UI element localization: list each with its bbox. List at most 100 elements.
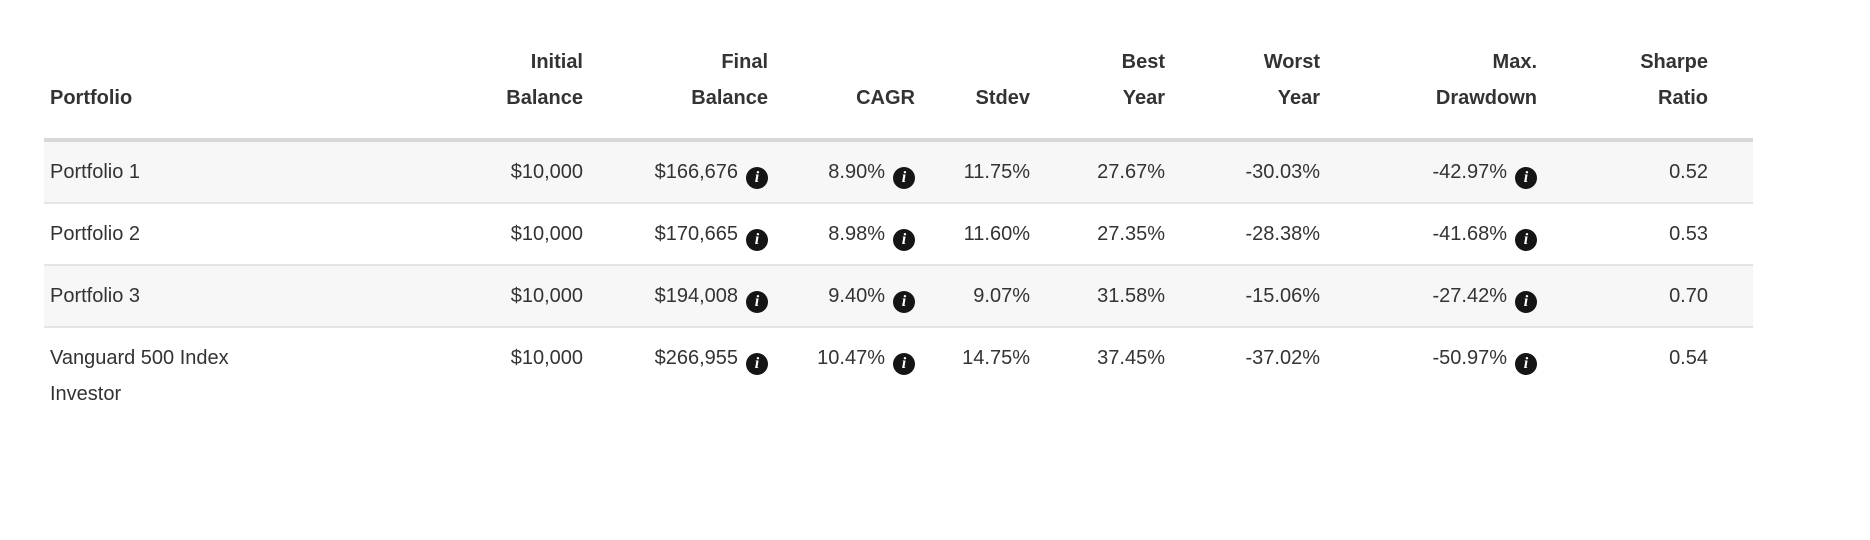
cell-portfolio: Portfolio 2: [44, 203, 304, 266]
cell-value: -27.42%: [1432, 285, 1508, 307]
info-circle-icon[interactable]: i: [746, 229, 768, 251]
cell-best_year: 27.67%: [1046, 140, 1181, 204]
cell-value: 8.90%: [828, 161, 885, 183]
cell-cagr: 8.98% i: [784, 203, 931, 266]
cell-cagr: 10.47% i: [784, 327, 931, 424]
column-header-label: Drawdown: [1435, 87, 1537, 109]
cell-stdev: 11.75%: [931, 140, 1046, 204]
column-header-label: Balance: [506, 87, 583, 109]
column-header-stdev: Stdev: [931, 38, 1046, 142]
info-circle-icon[interactable]: i: [1515, 353, 1537, 375]
info-circle-icon[interactable]: i: [1515, 291, 1537, 313]
cell-sharpe_ratio: 0.54: [1553, 327, 1753, 424]
cell-initial_balance: $10,000: [304, 327, 599, 424]
cell-value: 37.45%: [1097, 347, 1165, 369]
cell-sharpe_ratio: 0.52: [1553, 140, 1753, 204]
cell-value: 31.58%: [1097, 285, 1165, 307]
header-row: Portfolio Initial Balance Final Balance CAGR S…: [44, 38, 1753, 142]
table-row: Portfolio 3 $10,000 $194,008 i 9.40% i 9.07% 31…: [44, 265, 1753, 328]
cell-value: $10,000: [510, 285, 583, 307]
cell-value: -41.68%: [1432, 223, 1508, 245]
cell-stdev: 14.75%: [931, 327, 1046, 424]
cell-value: -37.02%: [1245, 347, 1321, 369]
cell-initial_balance: $10,000: [304, 265, 599, 328]
column-header-final_balance: Final Balance: [599, 38, 784, 142]
cell-max_drawdown: -50.97% i: [1336, 327, 1553, 424]
cell-sharpe_ratio: 0.53: [1553, 203, 1753, 266]
column-header-label: Final: [721, 51, 768, 73]
cell-final_balance: $170,665 i: [599, 203, 784, 266]
column-header-label: Ratio: [1658, 87, 1708, 109]
column-header-label: Sharpe: [1640, 51, 1708, 73]
cell-value: 8.98%: [828, 223, 885, 245]
cell-max_drawdown: -41.68% i: [1336, 203, 1553, 266]
cell-value: 10.47%: [817, 347, 885, 369]
cell-value: -50.97%: [1432, 347, 1508, 369]
cell-best_year: 37.45%: [1046, 327, 1181, 424]
info-circle-icon[interactable]: i: [893, 229, 915, 251]
column-header-label: Max.: [1492, 51, 1537, 73]
cell-value: $170,665: [654, 223, 738, 245]
cell-value: 27.35%: [1097, 223, 1165, 245]
cell-value: $266,955: [654, 347, 738, 369]
cell-value: 0.54: [1669, 347, 1708, 369]
cell-value: $194,008: [654, 285, 738, 307]
cell-stdev: 11.60%: [931, 203, 1046, 266]
portfolio-name: Portfolio 2: [50, 223, 141, 245]
cell-value: 27.67%: [1097, 161, 1165, 183]
cell-worst_year: -37.02%: [1181, 327, 1336, 424]
table-row: Portfolio 1 $10,000 $166,676 i 8.90% i 11.75% 2…: [44, 140, 1753, 204]
cell-cagr: 8.90% i: [784, 140, 931, 204]
column-header-label: Initial: [530, 51, 583, 73]
cell-worst_year: -28.38%: [1181, 203, 1336, 266]
cell-value: 14.75%: [962, 347, 1030, 369]
column-header-label: Balance: [691, 87, 768, 109]
cell-value: -28.38%: [1245, 223, 1321, 245]
info-circle-icon[interactable]: i: [893, 353, 915, 375]
portfolio-name: Portfolio 1: [50, 161, 141, 183]
info-circle-icon[interactable]: i: [746, 353, 768, 375]
cell-value: 0.70: [1669, 285, 1708, 307]
column-header-best_year: Best Year: [1046, 38, 1181, 142]
table-row: Portfolio 2 $10,000 $170,665 i 8.98% i 11.60% 2…: [44, 203, 1753, 266]
table-row: Vanguard 500 Index Investor $10,000 $266,9…: [44, 327, 1753, 424]
cell-final_balance: $194,008 i: [599, 265, 784, 328]
info-circle-icon[interactable]: i: [746, 167, 768, 189]
info-circle-icon[interactable]: i: [893, 167, 915, 189]
cell-sharpe_ratio: 0.70: [1553, 265, 1753, 328]
cell-portfolio: Vanguard 500 Index Investor: [44, 327, 304, 424]
cell-max_drawdown: -27.42% i: [1336, 265, 1553, 328]
cell-final_balance: $266,955 i: [599, 327, 784, 424]
table-body: Portfolio 1 $10,000 $166,676 i 8.90% i 11.75% 2…: [44, 140, 1753, 424]
cell-value: 0.52: [1669, 161, 1708, 183]
column-header-cagr: CAGR: [784, 38, 931, 142]
portfolio-name: Vanguard 500 Index Investor: [50, 347, 229, 405]
column-header-sharpe_ratio: Sharpe Ratio: [1553, 38, 1753, 142]
column-header-label: CAGR: [856, 87, 915, 109]
column-header-label: Portfolio: [50, 87, 133, 109]
cell-value: $10,000: [510, 347, 583, 369]
cell-value: $166,676: [654, 161, 738, 183]
column-header-label: Year: [1122, 87, 1165, 109]
portfolio-performance-table: Portfolio Initial Balance Final Balance CAGR S…: [44, 38, 1753, 424]
column-header-label: Best: [1121, 51, 1165, 73]
cell-final_balance: $166,676 i: [599, 140, 784, 204]
cell-value: $10,000: [510, 161, 583, 183]
info-circle-icon[interactable]: i: [746, 291, 768, 313]
info-circle-icon[interactable]: i: [893, 291, 915, 313]
cell-stdev: 9.07%: [931, 265, 1046, 328]
cell-worst_year: -15.06%: [1181, 265, 1336, 328]
column-header-worst_year: Worst Year: [1181, 38, 1336, 142]
cell-initial_balance: $10,000: [304, 203, 599, 266]
cell-value: $10,000: [510, 223, 583, 245]
portfolio-performance-summary: Portfolio Initial Balance Final Balance CAGR S…: [0, 38, 1870, 424]
portfolio-name: Portfolio 3: [50, 285, 141, 307]
cell-value: -30.03%: [1245, 161, 1321, 183]
cell-value: 11.60%: [963, 223, 1030, 245]
cell-best_year: 31.58%: [1046, 265, 1181, 328]
cell-worst_year: -30.03%: [1181, 140, 1336, 204]
info-circle-icon[interactable]: i: [1515, 167, 1537, 189]
cell-value: -42.97%: [1432, 161, 1508, 183]
info-circle-icon[interactable]: i: [1515, 229, 1537, 251]
cell-value: 11.75%: [963, 161, 1030, 183]
